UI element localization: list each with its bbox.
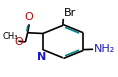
Text: O: O [24,12,33,22]
Text: NH₂: NH₂ [94,44,115,54]
Text: N: N [37,52,46,62]
Text: CH₃: CH₃ [2,32,18,41]
Text: Br: Br [64,8,76,18]
Text: O: O [14,37,23,47]
